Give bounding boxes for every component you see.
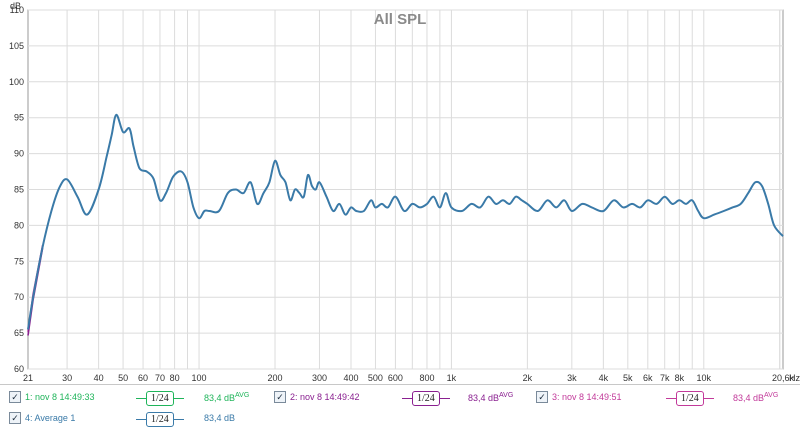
level-readout-1: 83,4 dBAVG (204, 392, 249, 403)
y-tick-label: 100 (9, 77, 24, 87)
legend-panel: ✓ 1: nov 8 14:49:33 1/24 83,4 dBAVG ✓ 2:… (0, 384, 800, 430)
level-readout-4: 83,4 dB (204, 413, 235, 423)
x-tick-label: 300 (312, 373, 327, 383)
level-readout-3: 83,4 dBAVG (733, 392, 778, 403)
level-readout-2: 83,4 dBAVG (468, 392, 513, 403)
smoothing-line-right (439, 397, 450, 399)
legend-item-3[interactable]: ✓ 3: nov 8 14:49:51 (536, 388, 622, 406)
x-tick-label: 8k (675, 373, 685, 383)
spl-chart: 60 65 70 75 80 85 90 95 100 105 110 21 30 40 50 60 70 80… (9, 1, 800, 383)
smoothing-line-left (666, 397, 676, 399)
level-sup-2: AVG (499, 392, 514, 399)
level-value-4: 83,4 dB (204, 413, 236, 423)
chart-series (27, 113, 784, 336)
x-tick-label: 30 (62, 373, 72, 383)
x-tick-label: 80 (170, 373, 180, 383)
legend-checkbox-2[interactable]: ✓ (274, 391, 286, 403)
smoothing-label-1: 1/24 (146, 390, 174, 406)
legend-label-1: 1: nov 8 14:49:33 (25, 392, 95, 402)
x-tick-label: 100 (192, 373, 207, 383)
legend-label-3: 3: nov 8 14:49:51 (552, 392, 622, 402)
y-axis-ticks: 60 65 70 75 80 85 90 95 100 105 110 (9, 5, 24, 374)
x-tick-label: 40 (94, 373, 104, 383)
legend-item-4[interactable]: ✓ 4: Average 1 (9, 409, 75, 427)
level-value-1: 83,4 dB (204, 393, 236, 403)
y-tick-label: 60 (14, 364, 24, 374)
x-axis-unit: Hz (789, 373, 800, 383)
y-tick-label: 75 (14, 256, 24, 266)
y-tick-label: 90 (14, 149, 24, 159)
smoothing-line-right (173, 418, 184, 420)
x-tick-label: 20,6k (772, 373, 795, 383)
x-tick-label: 5k (623, 373, 633, 383)
x-tick-label: 400 (343, 373, 358, 383)
smoothing-label-2: 1/24 (412, 390, 440, 406)
x-tick-label: 4k (599, 373, 609, 383)
x-tick-label: 70 (155, 373, 165, 383)
x-tick-label: 21 (23, 373, 33, 383)
legend-item-1[interactable]: ✓ 1: nov 8 14:49:33 (9, 388, 95, 406)
x-tick-label: 7k (660, 373, 670, 383)
level-sup-3: AVG (764, 392, 779, 399)
x-tick-label: 800 (419, 373, 434, 383)
smoothing-button-2[interactable]: 1/24 (402, 390, 450, 406)
smoothing-line-left (136, 397, 146, 399)
y-tick-label: 95 (14, 113, 24, 123)
y-tick-label: 80 (14, 220, 24, 230)
level-sup-1: AVG (235, 392, 250, 399)
legend-checkbox-1[interactable]: ✓ (9, 391, 21, 403)
y-axis-unit: dB (10, 1, 21, 11)
y-tick-label: 65 (14, 328, 24, 338)
y-tick-label: 70 (14, 292, 24, 302)
legend-label-4: 4: Average 1 (25, 413, 76, 423)
smoothing-line-left (136, 418, 146, 420)
smoothing-label-4: 1/24 (146, 411, 174, 427)
x-tick-label: 6k (643, 373, 653, 383)
chart-title: All SPL (374, 11, 427, 28)
x-tick-label: 60 (138, 373, 148, 383)
y-tick-label: 110 (10, 5, 24, 15)
smoothing-line-left (402, 397, 412, 399)
smoothing-button-4[interactable]: 1/24 (136, 411, 184, 427)
smoothing-button-1[interactable]: 1/24 (136, 390, 184, 406)
level-value-3: 83,4 dB (733, 393, 765, 403)
legend-checkbox-4[interactable]: ✓ (9, 412, 21, 424)
x-tick-label: 2k (523, 373, 533, 383)
legend-item-2[interactable]: ✓ 2: nov 8 14:49:42 (274, 388, 360, 406)
series-line (27, 113, 784, 330)
smoothing-button-3[interactable]: 1/24 (666, 390, 714, 406)
x-axis-ticks: 21 30 40 50 60 70 80 100 200 300 400 500 600 800 1k 2k 3… (23, 373, 795, 383)
x-tick-label: 200 (268, 373, 283, 383)
smoothing-label-3: 1/24 (676, 390, 704, 406)
smoothing-line-right (703, 397, 714, 399)
legend-label-2: 2: nov 8 14:49:42 (290, 392, 360, 402)
x-tick-label: 600 (388, 373, 403, 383)
y-tick-label: 105 (9, 41, 24, 51)
x-tick-label: 10k (697, 373, 712, 383)
legend-checkbox-3[interactable]: ✓ (536, 391, 548, 403)
chart-grid (27, 9, 784, 370)
smoothing-line-right (173, 397, 184, 399)
x-tick-label: 50 (118, 373, 128, 383)
x-tick-label: 500 (368, 373, 383, 383)
level-value-2: 83,4 dB (468, 393, 500, 403)
y-tick-label: 85 (14, 185, 24, 195)
x-tick-label: 1k (447, 373, 457, 383)
x-tick-label: 3k (567, 373, 577, 383)
